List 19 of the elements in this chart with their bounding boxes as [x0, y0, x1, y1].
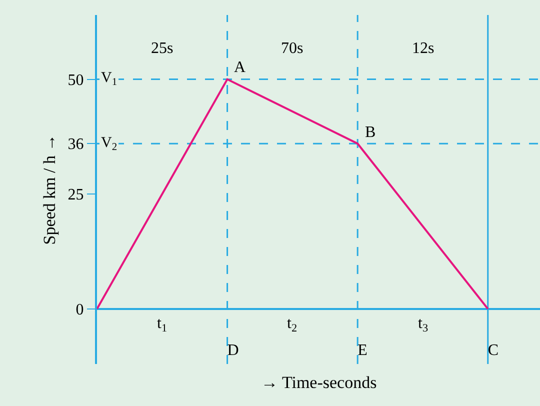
y-tick-label: 36: [68, 136, 84, 154]
data-label: B: [365, 124, 376, 141]
annotation: t$_{2}$: [287, 315, 298, 334]
x-tick-label: E: [358, 342, 368, 359]
y-axis-title: Speed km / h →: [40, 134, 59, 245]
data-label: A: [234, 59, 246, 76]
annotation: t$_{1}$: [157, 315, 168, 334]
annotation: 12s: [412, 40, 434, 57]
annotation: 70s: [281, 40, 304, 57]
y-tick-label: 50: [68, 72, 84, 89]
x-axis-title: → Time-seconds: [261, 373, 377, 392]
x-tick-label: C: [488, 342, 499, 359]
y-tick-label: 25: [68, 186, 84, 204]
x-tick-label: D: [227, 342, 239, 359]
annotation: t$_{3}$: [418, 315, 428, 334]
annotation: 25s: [151, 40, 174, 57]
y-tick-label: 0: [76, 301, 84, 318]
ref-line-label: V$_{2}$: [101, 135, 118, 154]
ref-line-label: V$_{1}$: [101, 70, 118, 88]
